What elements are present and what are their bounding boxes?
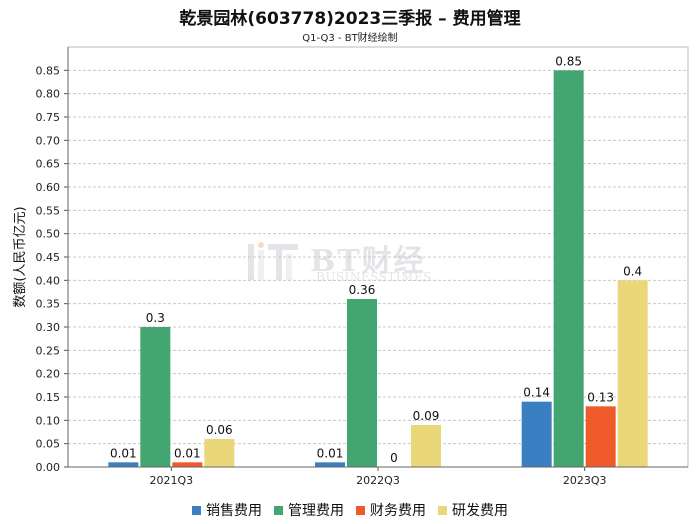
y-tick-label: 0.80 [36,88,61,101]
y-axis-label: 数额(人民币亿元) [13,206,28,307]
bar-value-label: 0 [390,451,398,465]
bar [411,425,441,467]
legend-item: 财务费用 [356,500,426,520]
y-tick-label: 0.60 [36,181,61,194]
watermark-title: BT财经 [310,244,426,279]
legend-swatch [274,505,283,515]
bar [617,280,648,467]
legend-item: 研发费用 [438,500,508,520]
watermark: BT财经 BUSINESSTIMES [246,238,461,290]
bar [108,462,139,467]
bar-value-label: 0.01 [110,446,137,460]
y-tick-label: 0.85 [36,64,61,77]
legend-label: 财务费用 [370,503,426,519]
bar [172,462,203,467]
bar-value-label: 0.06 [206,423,233,437]
y-tick-label: 0.15 [36,391,61,404]
legend-swatch [356,505,365,515]
chart-subtitle: Q1-Q3 - BT财经绘制 [302,33,398,44]
y-tick-label: 0.70 [36,134,61,147]
legend-label: 销售费用 [206,503,262,519]
bar-value-label: 0.36 [349,283,376,297]
bar [585,406,616,467]
legend-item: 销售费用 [192,500,262,520]
legend-label: 研发费用 [452,503,508,519]
bar-value-label: 0.09 [413,409,440,423]
x-tick-label: 2023Q3 [563,474,607,487]
y-tick-label: 0.55 [36,204,61,217]
y-tick-label: 0.50 [36,228,61,241]
bar-value-label: 0.4 [623,264,642,278]
legend-item: 管理费用 [274,500,344,520]
bar [553,70,584,467]
legend-swatch [438,505,447,515]
bar-value-label: 0.3 [146,311,165,325]
y-tick-label: 0.45 [36,251,61,264]
legend-swatch [192,505,201,515]
bar-value-label: 0.13 [587,390,614,404]
y-tick-label: 0.20 [36,368,61,381]
y-tick-label: 0.35 [36,298,61,311]
bar [204,439,235,467]
chart-title: 乾景园林(603778)2023三季报 – 费用管理 [179,9,521,29]
bar-value-label: 0.01 [174,446,201,460]
y-tick-label: 0.65 [36,158,61,171]
bar-value-label: 0.01 [317,446,344,460]
bt-logo-icon [248,242,298,280]
x-tick-label: 2021Q3 [150,474,194,487]
legend-label: 管理费用 [288,503,344,519]
y-tick-label: 0.00 [36,461,61,474]
x-tick-label: 2022Q3 [356,474,400,487]
bar [140,327,171,467]
bar-value-label: 0.85 [555,54,582,68]
bar [521,401,552,467]
chart-legend: 销售费用 管理费用 财务费用 研发费用 [0,500,700,520]
bar [315,462,345,467]
bar-value-label: 0.14 [523,386,550,400]
y-tick-label: 0.25 [36,344,61,357]
y-tick-label: 0.10 [36,414,61,427]
y-tick-label: 0.75 [36,111,61,124]
bar [347,299,377,467]
y-tick-label: 0.05 [36,438,61,451]
y-tick-label: 0.40 [36,274,61,287]
y-tick-label: 0.30 [36,321,61,334]
